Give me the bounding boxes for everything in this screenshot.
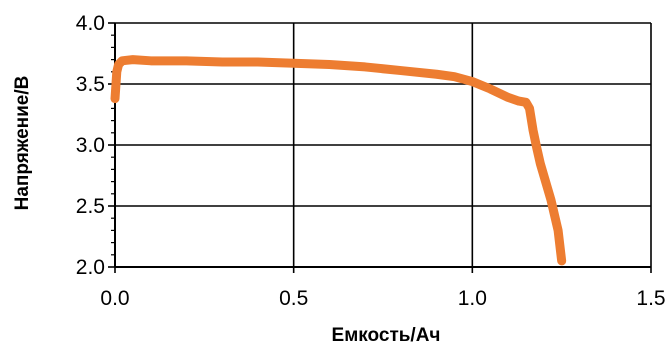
series-layer bbox=[110, 55, 567, 266]
x-tick-label: 0.5 bbox=[279, 287, 308, 310]
x-axis-title: Емкость/Ач bbox=[332, 325, 441, 346]
x-tick-label: 0.0 bbox=[100, 287, 129, 310]
y-tick-label: 4.0 bbox=[76, 12, 105, 35]
series-line bbox=[110, 55, 567, 266]
y-tick-label: 2.5 bbox=[76, 195, 105, 218]
y-tick-label: 2.0 bbox=[76, 256, 105, 279]
x-tick-label: 1.0 bbox=[458, 287, 487, 310]
labels: Емкость/Ач Напряжение/В 2.0 2.5 3.0 3.5 4.0 0… bbox=[12, 12, 666, 346]
y-axis-title: Напряжение/В bbox=[12, 76, 33, 211]
y-tick-label: 3.0 bbox=[76, 134, 105, 157]
y-tick-label: 3.5 bbox=[76, 73, 105, 96]
x-tick-label: 1.5 bbox=[636, 287, 665, 310]
